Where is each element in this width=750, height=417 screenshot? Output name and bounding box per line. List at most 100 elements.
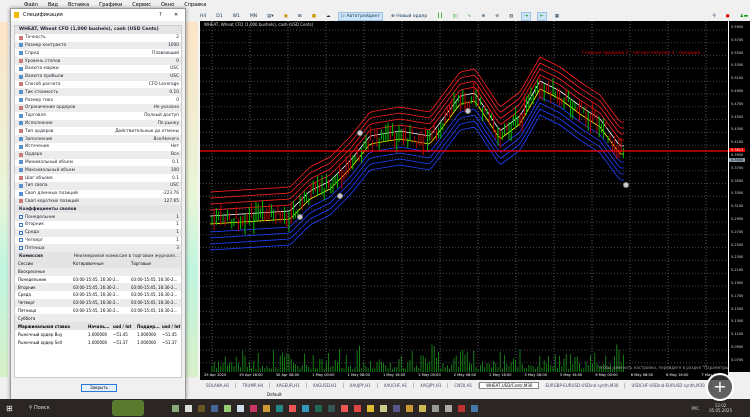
taskbar-app-icon[interactable] [197, 404, 205, 412]
tile-icon[interactable]: ▥ [508, 13, 514, 19]
chart-tab[interactable]: XAUJPY,H1 [344, 382, 378, 388]
taskbar-app-icon[interactable] [210, 404, 218, 412]
chart-tab[interactable]: SOLANA,H1 [200, 382, 237, 388]
signals-icon[interactable]: ☁ [325, 13, 331, 19]
new-order-button[interactable]: ⊕ Новый ордер [391, 13, 428, 19]
property-value: USC [170, 66, 179, 72]
bar-chart-icon[interactable]: ┃┃ [437, 13, 443, 19]
taskbar-app-icon[interactable] [457, 404, 465, 412]
property-name: Валюта маржи [25, 66, 59, 72]
property-name: Шаг объема [25, 175, 53, 181]
session-row: Четверг 03:00-15:45, 16:30-2... 03:00-15:4… [15, 298, 181, 307]
margin-row: Рыночный ордер Sell 1.000000 ~51.37 1.00000… [15, 338, 181, 346]
taskbar-app-icon[interactable] [340, 404, 348, 412]
chart-tab[interactable]: USDCHF-USDind-EURUSD synth,M30 [625, 382, 712, 388]
template-icon[interactable]: ▣ [283, 13, 288, 19]
timeframe-d1[interactable]: D1 [216, 13, 223, 19]
language-indicator[interactable]: РУС [691, 405, 700, 411]
objects-icon[interactable]: ⊞ [297, 13, 302, 19]
chart-tab[interactable]: EURGBP-EURUSD-USDind synth,M30 [539, 382, 626, 388]
folder-icon [19, 238, 23, 243]
autotrading-button[interactable]: ▷ Автотрейдинг [338, 11, 383, 21]
price-chart[interactable] [200, 21, 750, 372]
chart-tab[interactable]: TRUMP,H4 [236, 382, 271, 388]
menu-file[interactable]: Файл [24, 2, 38, 8]
taskbar-app-icon[interactable] [431, 404, 439, 412]
menu-view[interactable]: Вид [47, 2, 58, 8]
magnifier-icon[interactable]: + [706, 373, 734, 401]
chart-tab[interactable]: XAGJPY,H1 [414, 382, 449, 388]
taskbar-app-icon[interactable] [405, 404, 413, 412]
taskbar-app-icon[interactable] [444, 404, 452, 412]
taskbar-app-icon[interactable] [223, 404, 231, 412]
taskbar-app-icon[interactable] [249, 404, 257, 412]
taskbar-app-icon[interactable] [184, 404, 192, 412]
taskbar-app-icon[interactable] [418, 404, 426, 412]
taskbar-app-icon[interactable] [392, 404, 400, 412]
autotrading-label: Автотрейдинг [346, 13, 380, 19]
autoscroll-icon[interactable]: ⇥ [521, 11, 532, 21]
notifications-icon[interactable]: ● [725, 13, 730, 19]
taskbar-app-icon[interactable] [353, 404, 361, 412]
chart-tab[interactable]: CN50,H1 [448, 382, 480, 388]
taskbar-app-icon[interactable] [470, 404, 478, 412]
price-label: 5.3700 [731, 165, 744, 170]
taskbar-app-icon[interactable] [171, 404, 179, 412]
margin-cell: ~51.45 [113, 331, 128, 337]
property-value: По рынку [157, 120, 179, 126]
price-label: 5.2700 [731, 229, 744, 234]
market-icon[interactable]: ■ [311, 13, 316, 19]
menu-help[interactable]: Справка [184, 2, 207, 8]
menu-charts[interactable]: Графики [99, 2, 123, 8]
candle-chart-icon[interactable]: ▯▯ [452, 13, 458, 19]
chart-tab[interactable]: XAGEUR,H1 [270, 382, 307, 388]
taskbar-app-icon[interactable] [314, 404, 322, 412]
taskbar-app-icon[interactable] [379, 404, 387, 412]
clock[interactable]: 12:02 05.05.2025 [709, 403, 732, 413]
search-icon[interactable]: ⚲ [712, 13, 716, 19]
close-icon[interactable]: ✕ [174, 12, 179, 18]
help-button[interactable]: ? [159, 12, 162, 18]
date-label: 1 May 16:00 [382, 373, 406, 377]
band-line [209, 108, 624, 245]
close-button[interactable]: Закрыть [81, 384, 117, 392]
taskbar-app-icon[interactable] [236, 404, 244, 412]
taskbar-app-icon[interactable] [262, 404, 270, 412]
windows-start-icon[interactable]: ⊞ [6, 403, 13, 413]
chart-tab[interactable]: XAUCHF,H1 [378, 382, 415, 388]
timeframe-mn[interactable]: MN [249, 13, 258, 19]
search-icon[interactable]: ⚲ Поиск [28, 405, 50, 411]
taskbar-app-icon[interactable] [275, 404, 283, 412]
zoom-in-icon[interactable]: ⊕ [481, 13, 486, 19]
menu-insert[interactable]: Вставка [67, 2, 90, 8]
property-value: USC [170, 74, 179, 80]
session-cell: 03:00-15:45, 16:30-2... [73, 276, 120, 282]
property-value: 127.65 [163, 198, 179, 204]
commission-value: Неизмеримая комиссия в торговом журнале.… [73, 253, 179, 259]
property-value: Все/Ничего [153, 136, 180, 142]
taskbar-app-icon[interactable] [327, 404, 335, 412]
chart-tab[interactable]: XAGUSD,H1 [307, 382, 344, 388]
price-label: 5.3100 [731, 204, 744, 209]
specification-list[interactable]: WHEAT, Wheat CFD (1,000 bushels), cash (… [14, 25, 182, 378]
timeframe-w1[interactable]: W1 [232, 13, 240, 19]
menu-window[interactable]: Окно [160, 2, 175, 8]
chart-type-icon[interactable]: ▤▾ [267, 13, 274, 19]
zoom-out-icon[interactable]: ⊖ [495, 13, 499, 19]
session-row: Пятница 03:00-15:45, 16:30-2... 03:00-15:4… [15, 306, 181, 315]
taskbar-app-icon[interactable] [301, 404, 309, 412]
property-row: Валюта маржи USC [15, 65, 181, 73]
taskbar-app-icon[interactable] [288, 404, 296, 412]
signal-marker [297, 214, 303, 220]
swap-coef: 3 [176, 245, 179, 251]
property-row: Тик-стоимость 0.10 [15, 88, 181, 97]
chart-title: WHEAT, Wheat CFD (1,000 bushels), cash (… [204, 22, 314, 27]
timeframe-h4[interactable]: H4 [200, 13, 207, 19]
menu-tools[interactable]: Сервис [132, 2, 151, 8]
screenshot-icon[interactable]: ▦ [554, 13, 560, 19]
chart-shift-icon[interactable]: ⇤ [537, 11, 547, 21]
line-chart-icon[interactable]: ∿ [467, 13, 472, 19]
taskbar-app-icon[interactable] [366, 404, 374, 412]
account-icon[interactable]: ♟▬ [739, 13, 748, 19]
chart-tab[interactable]: WHEAT,USD/Contr,M30 [479, 381, 540, 389]
